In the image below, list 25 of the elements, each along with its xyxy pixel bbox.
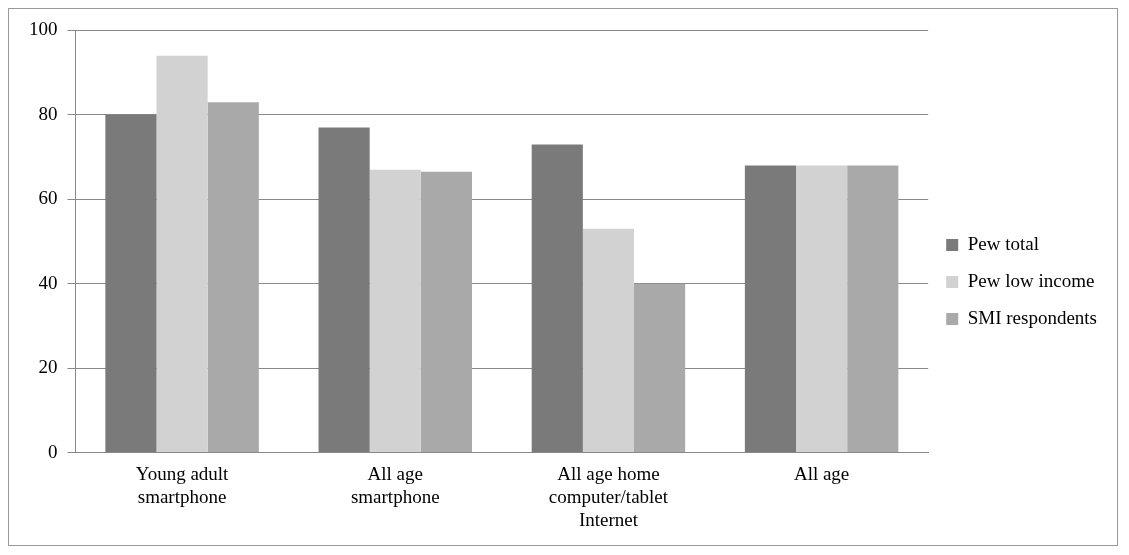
x-tick-label: All age home computer/tablet Internet [548,462,669,530]
bar [847,165,899,453]
legend-label: SMI respondents [967,306,1098,328]
bar [744,165,797,453]
bar [796,165,848,453]
bar [369,169,421,453]
bar [318,127,370,453]
y-tick-label: 20 [38,356,58,378]
y-tick-label: 60 [38,187,58,209]
y-tick-label: 0 [48,440,58,462]
bar [634,283,686,453]
bar [582,228,635,453]
y-tick-label: 80 [38,102,58,124]
x-tick-label: All age smartphone [350,462,440,507]
legend-label: Pew total [967,232,1039,254]
bar [531,144,583,453]
bar [420,171,473,453]
legend-label: Pew low income [967,269,1095,291]
bar [105,114,157,453]
x-tick-label: Young adult smartphone [135,462,230,507]
bar [156,55,208,453]
y-tick-label: 100 [29,18,58,40]
y-tick-label: 40 [38,271,58,293]
x-tick-label: All age [793,462,850,484]
bar [207,102,259,453]
